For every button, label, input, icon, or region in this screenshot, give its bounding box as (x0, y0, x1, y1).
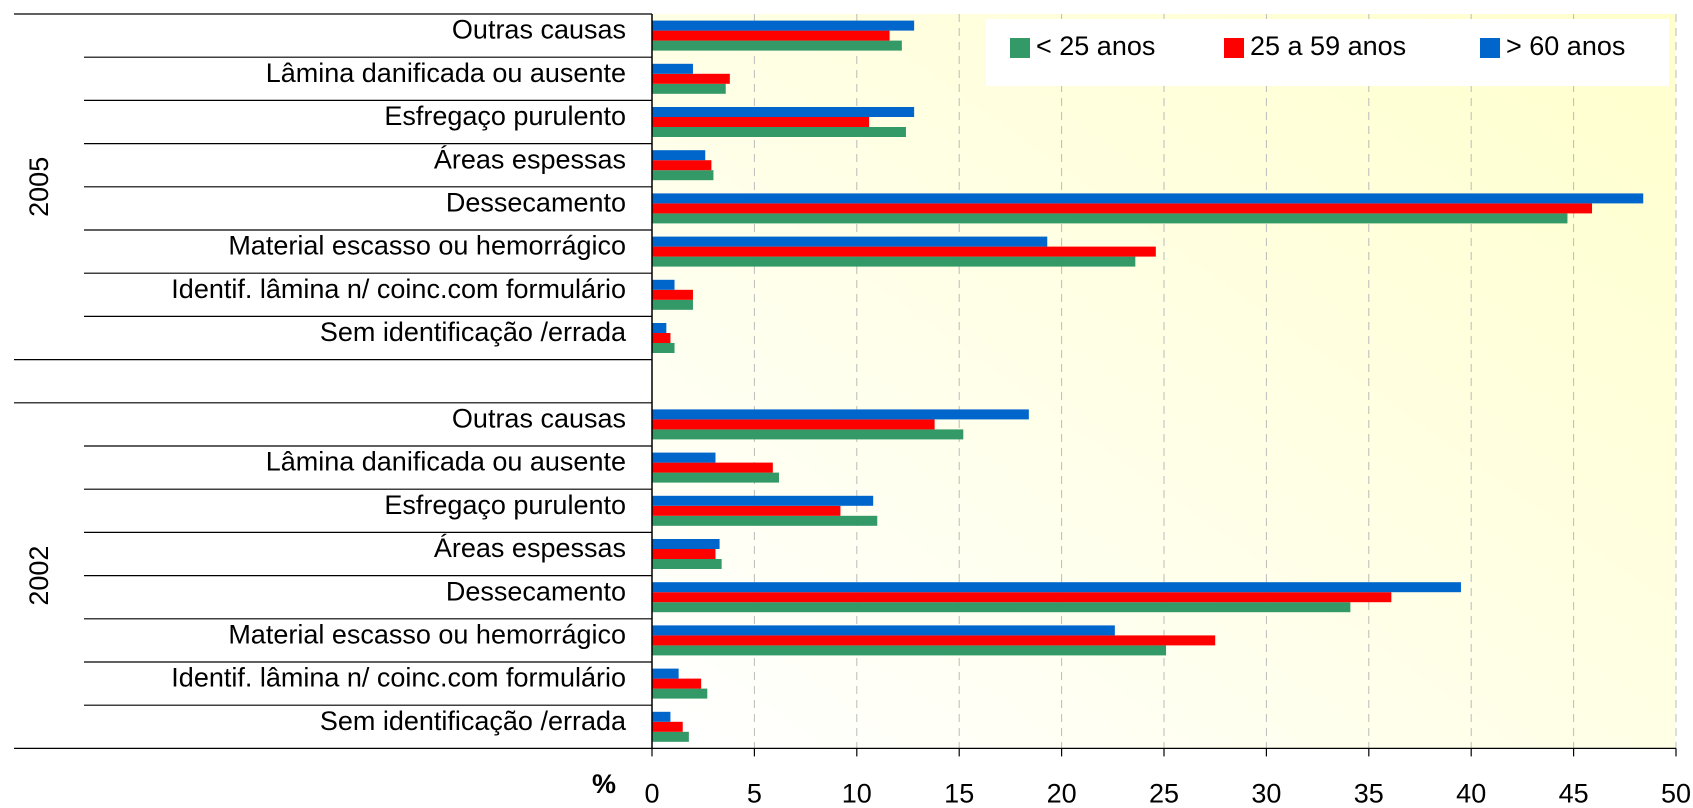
bar (652, 299, 693, 310)
y-tick-label: Lâmina danificada ou ausente (266, 447, 626, 477)
x-tick-label: 15 (944, 779, 974, 808)
bar (652, 495, 874, 506)
y-tick-label: Lâmina danificada ou ausente (266, 58, 626, 88)
y-tick-label: Outras causas (452, 404, 626, 434)
legend-swatch (1480, 38, 1500, 58)
bar (652, 343, 675, 353)
bar (652, 236, 1048, 247)
y-tick-label: Material escasso ou hemorrágico (228, 620, 626, 650)
bar (652, 63, 693, 74)
y-tick-label: Esfregaço purulento (384, 490, 626, 520)
bar (652, 452, 716, 463)
bar (652, 256, 1136, 267)
legend-box (986, 19, 1669, 86)
bar (652, 30, 890, 41)
bar (652, 323, 667, 333)
x-tick-label: 0 (644, 779, 659, 808)
bar (652, 721, 683, 732)
bar (652, 559, 722, 569)
bar (652, 170, 714, 181)
y-tick-label: Material escasso ou hemorrágico (228, 231, 626, 261)
bar (652, 409, 1029, 420)
bar (652, 582, 1461, 593)
x-tick-label: 30 (1251, 779, 1281, 808)
bar (652, 635, 1216, 646)
bar (652, 150, 706, 161)
bar (652, 645, 1167, 656)
bar (652, 117, 870, 127)
bar (652, 279, 675, 290)
x-tick-label: 45 (1559, 779, 1589, 808)
bar (652, 127, 906, 137)
bar (652, 472, 779, 483)
x-tick-label: 10 (842, 779, 872, 808)
bar (652, 83, 726, 94)
x-tick-label: 40 (1456, 779, 1486, 808)
bar (652, 107, 915, 117)
bar (652, 160, 712, 171)
bar (652, 73, 730, 84)
legend-label: < 25 anos (1036, 31, 1155, 61)
x-tick-label: 20 (1047, 779, 1077, 808)
x-axis-label: % (592, 769, 616, 799)
bar (652, 40, 902, 51)
group-label: 2005 (24, 157, 54, 217)
y-tick-label: Dessecamento (446, 576, 626, 606)
bar (652, 193, 1644, 204)
y-tick-label: Áreas espessas (434, 533, 626, 563)
y-tick-label: Outras causas (452, 15, 626, 45)
bar (652, 505, 841, 516)
y-tick-label: Áreas espessas (434, 144, 626, 174)
bar (652, 668, 679, 679)
bar (652, 515, 878, 526)
bar (652, 688, 708, 699)
bar (652, 289, 693, 300)
bar (652, 203, 1593, 214)
bar (652, 592, 1392, 603)
y-tick-label: Identif. lâmina n/ coinc.com formulário (171, 274, 626, 304)
bar (652, 419, 935, 430)
legend-swatch (1010, 38, 1030, 58)
x-tick-label: 35 (1354, 779, 1384, 808)
bar (652, 462, 773, 473)
group-label: 2002 (24, 546, 54, 606)
legend-label: 25 a 59 anos (1250, 31, 1406, 61)
bar (652, 625, 1115, 636)
bar (652, 213, 1568, 224)
y-tick-label: Sem identificação /errada (320, 317, 627, 347)
bar (652, 429, 964, 440)
y-tick-label: Sem identificação /errada (320, 706, 627, 736)
bar (652, 602, 1351, 613)
x-tick-label: 25 (1149, 779, 1179, 808)
bar (652, 678, 702, 689)
legend-swatch (1224, 38, 1244, 58)
legend-label: > 60 anos (1506, 31, 1625, 61)
bar (652, 539, 720, 549)
y-tick-label: Esfregaço purulento (384, 101, 626, 131)
bar (652, 246, 1156, 257)
x-tick-label: 50 (1661, 779, 1691, 808)
bar (652, 20, 915, 31)
bar (652, 731, 689, 742)
bar (652, 549, 716, 559)
bar (652, 711, 671, 722)
bar (652, 333, 671, 343)
x-tick-label: 5 (747, 779, 762, 808)
y-tick-label: Dessecamento (446, 188, 626, 218)
y-tick-label: Identif. lâmina n/ coinc.com formulário (171, 663, 626, 693)
